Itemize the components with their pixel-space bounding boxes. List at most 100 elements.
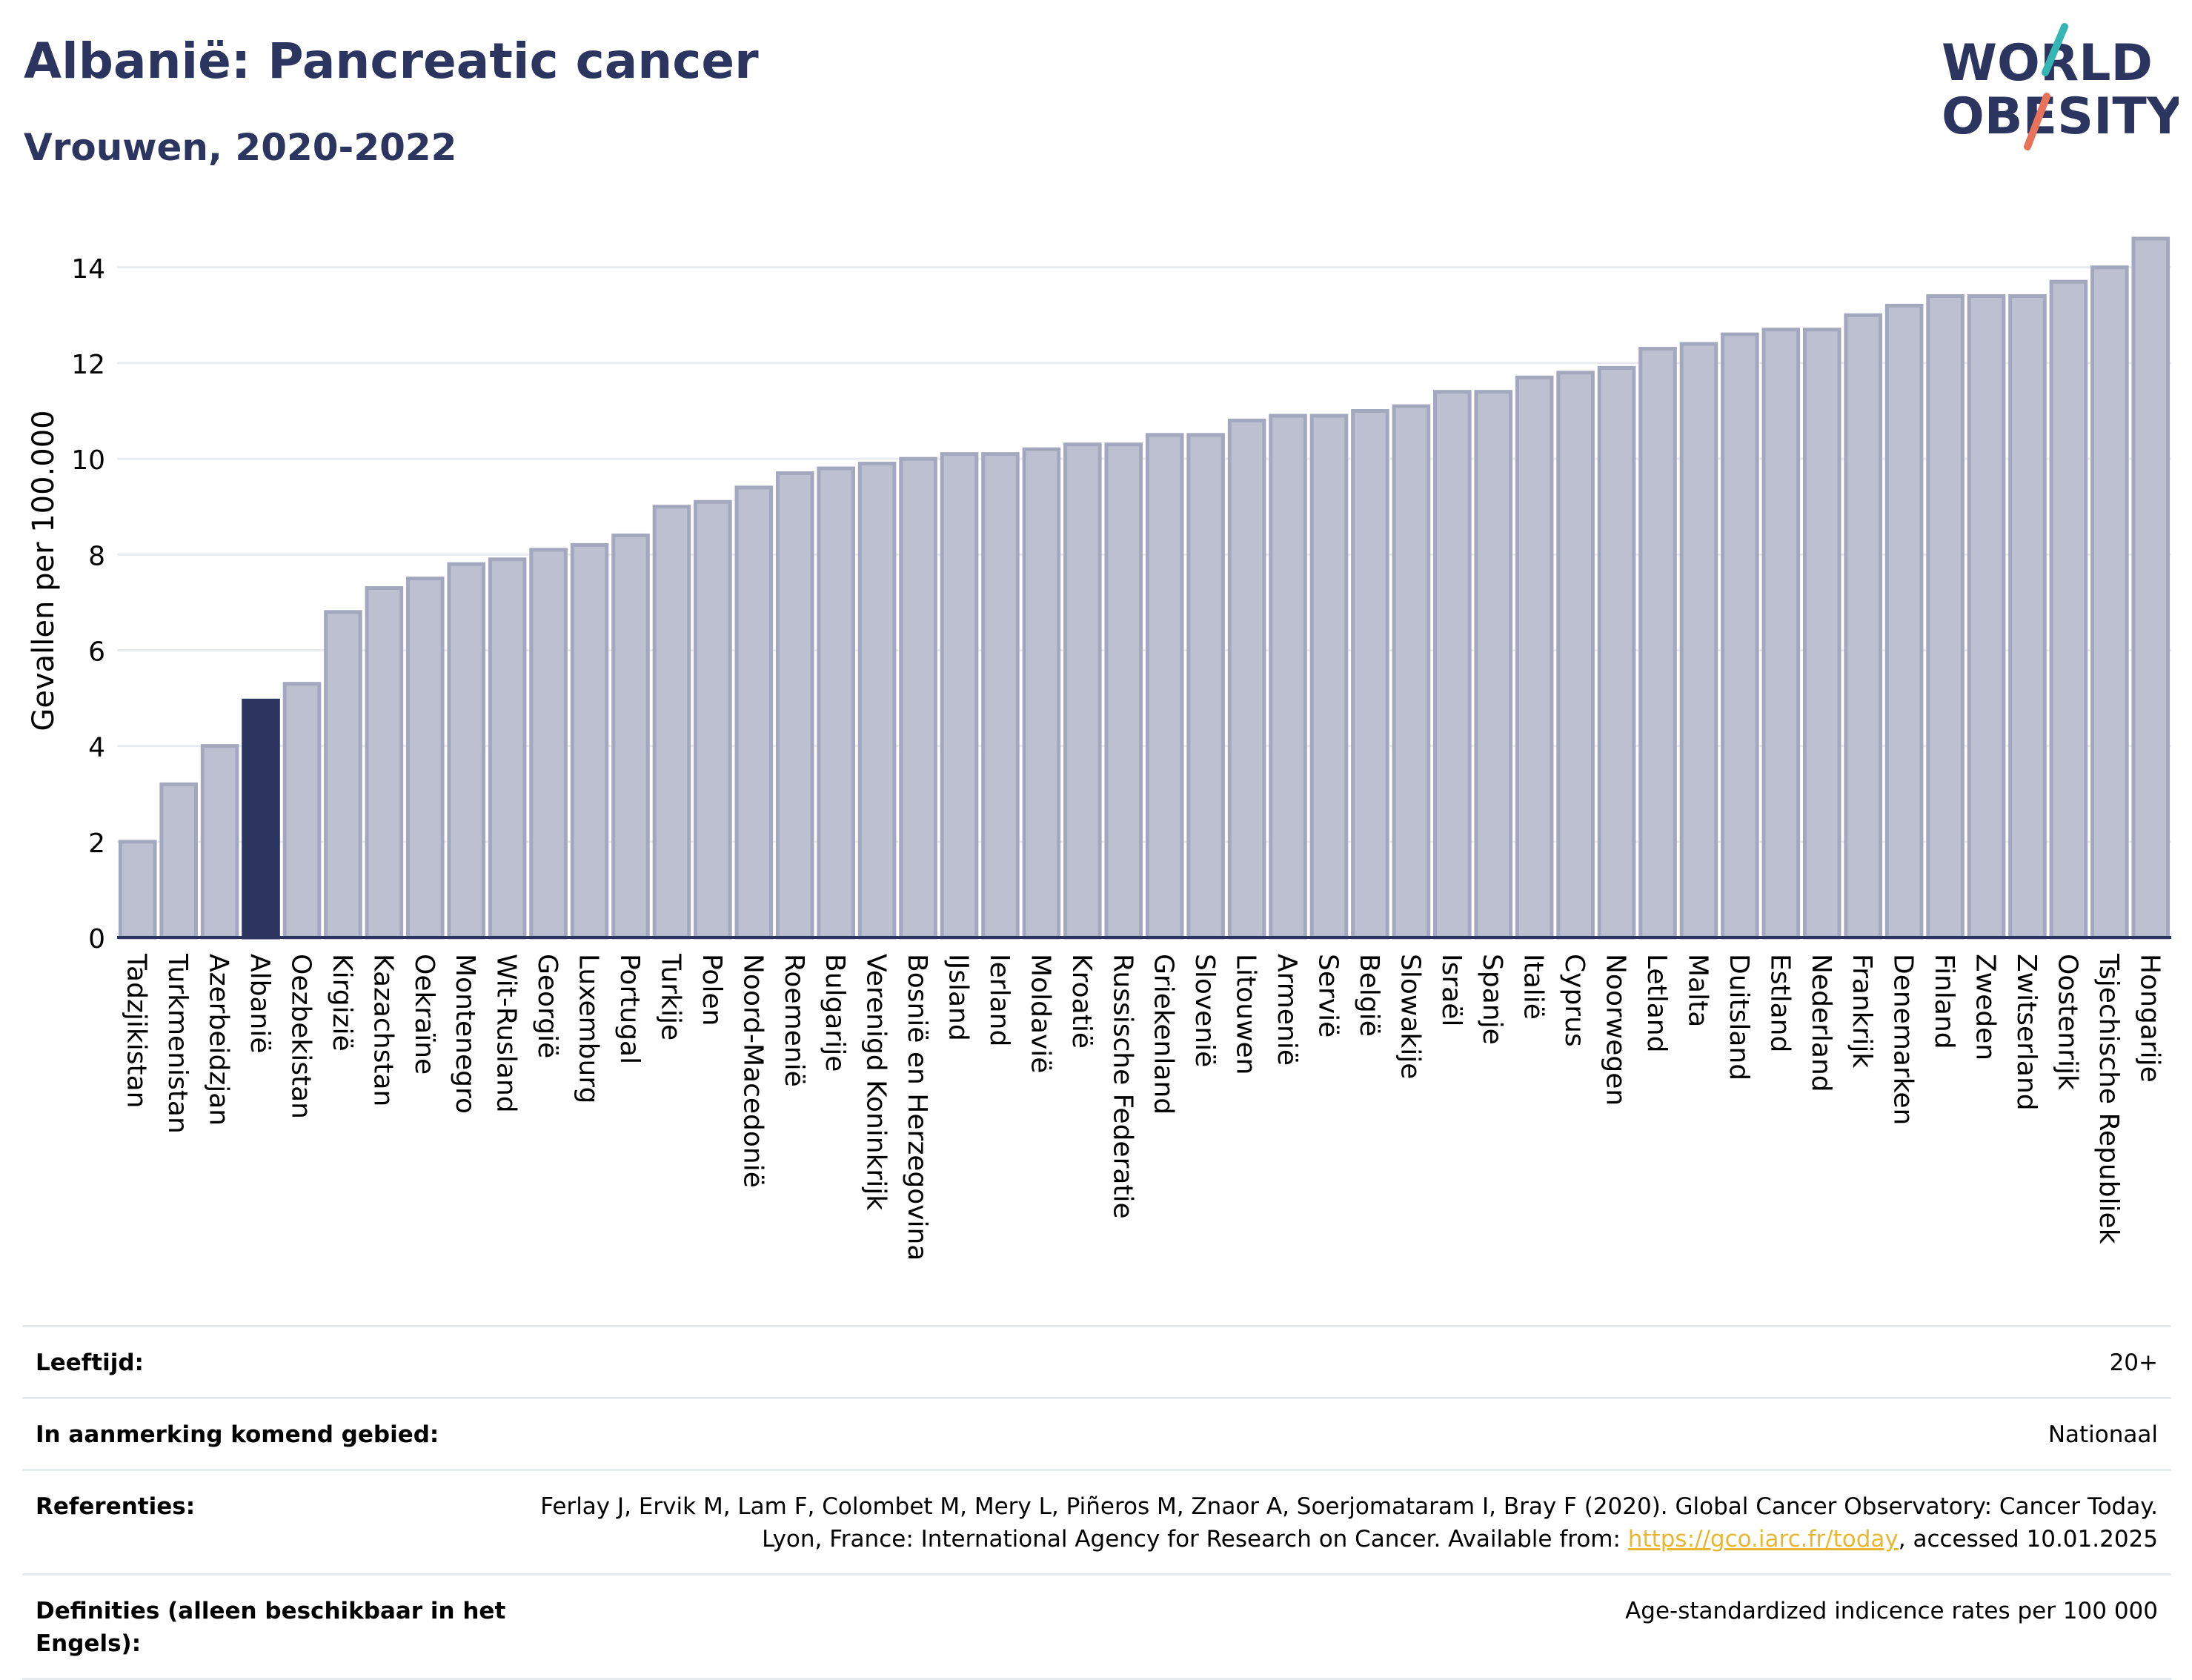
bar	[1063, 442, 1102, 940]
x-tick-label: Montenegro	[450, 954, 480, 1114]
bar	[1802, 328, 1841, 940]
info-row-area: In aanmerking komend gebied: Nationaal	[22, 1397, 2171, 1470]
bar	[1597, 365, 1636, 940]
world-obesity-logo: WORLD OBESITY	[1942, 23, 2179, 150]
bar	[1884, 303, 1924, 940]
bar	[694, 499, 732, 940]
bar	[734, 485, 774, 940]
bar	[159, 782, 198, 940]
y-tick-label: 2	[88, 829, 105, 859]
info-row-definitions: Definities (alleen beschikbaar in het En…	[22, 1573, 2171, 1680]
bar	[1309, 414, 1349, 940]
bar	[1844, 313, 1882, 940]
x-tick-label: Zweden	[1970, 954, 2001, 1060]
bar-chart: 0 2 4 6 8 10 12 14 Tadzjikistan Turkmenistan Azer…	[27, 236, 2171, 1261]
x-tick-label: Hongarije	[2134, 954, 2165, 1083]
bar	[899, 456, 937, 940]
x-tick-label: België	[1354, 954, 1384, 1037]
x-tick-label: Litouwen	[1231, 954, 1261, 1075]
info-value: 20+	[523, 1325, 2171, 1398]
chart-title: Albanië: Pancreatic cancer	[24, 33, 759, 90]
bar	[1721, 332, 1759, 940]
y-tick-label: 0	[88, 924, 105, 954]
bar	[1392, 404, 1431, 940]
reference-accessed: , accessed 10.01.2025	[1898, 1526, 2158, 1553]
bar	[1926, 294, 1965, 940]
x-tick-label: Griekenland	[1149, 954, 1179, 1115]
bar	[118, 840, 157, 940]
x-tick-label: Servië	[1312, 954, 1343, 1037]
bar	[1556, 371, 1595, 940]
bar	[1227, 418, 1266, 940]
x-tick-label: Verenigd Koninkrijk	[861, 954, 891, 1210]
x-tick-label: Slowakije	[1395, 954, 1425, 1079]
x-tick-label: Denemarken	[1888, 954, 1919, 1125]
x-tick-label: Russische Federatie	[1107, 954, 1137, 1219]
bar	[857, 462, 897, 940]
bar	[529, 548, 568, 940]
bar	[365, 586, 404, 940]
x-tick-label: Oostenrijk	[2052, 954, 2082, 1090]
chart-subtitle: Vrouwen, 2020-2022	[24, 126, 457, 169]
bar	[1433, 390, 1472, 940]
x-tick-label: Tadzjikistan	[122, 953, 152, 1108]
y-tick-label: 12	[71, 350, 105, 380]
bar	[447, 562, 486, 940]
x-tick-label: Ierland	[984, 954, 1014, 1046]
info-value: Age-standardized indicence rates per 100…	[523, 1573, 2171, 1680]
bar	[200, 744, 239, 940]
x-tick-label: Duitsland	[1724, 954, 1754, 1080]
bar	[940, 452, 979, 940]
bar	[1104, 442, 1143, 940]
x-tick-label: Azerbeidzjan	[204, 954, 234, 1126]
info-label: In aanmerking komend gebied:	[22, 1397, 523, 1470]
info-row-age: Leeftijd: 20+	[22, 1325, 2171, 1398]
bar	[611, 533, 650, 940]
bar	[1269, 414, 1307, 940]
info-table: Leeftijd: 20+ In aanmerking komend gebie…	[22, 1325, 2171, 1680]
info-label: Referenties:	[22, 1469, 523, 1575]
bar	[775, 471, 814, 940]
x-tick-label: Bosnië en Herzegovina	[902, 954, 932, 1261]
bar	[2131, 236, 2171, 940]
x-tick-label: Noorwegen	[1601, 954, 1631, 1106]
bar	[2090, 265, 2129, 940]
x-tick-label: Nederland	[1806, 954, 1836, 1092]
info-label: Leeftijd:	[22, 1325, 523, 1398]
x-tick-label: Cyprus	[1559, 954, 1590, 1047]
x-tick-label: Kazachstan	[368, 954, 398, 1106]
x-tick-label: Spanje	[1477, 954, 1507, 1045]
bar	[1351, 409, 1389, 940]
bar	[1638, 347, 1677, 940]
x-tick-label: Noord-Macedonië	[737, 954, 768, 1188]
x-tick-label: Luxemburg	[574, 954, 604, 1103]
x-tick-label: IJsland	[943, 954, 974, 1041]
x-tick-label: Kroatië	[1066, 954, 1097, 1049]
bar	[282, 682, 322, 940]
x-tick-label: Wit-Rusland	[491, 954, 522, 1113]
bar	[324, 610, 362, 940]
x-tick-label: Moldavië	[1025, 954, 1055, 1073]
reference-link[interactable]: https://gco.iarc.fr/today	[1627, 1526, 1899, 1553]
y-tick-label: 10	[71, 445, 105, 476]
info-value: Nationaal	[523, 1397, 2171, 1470]
x-tick-label: Oezbekistan	[285, 954, 316, 1119]
info-label: Definities (alleen beschikbaar in het En…	[22, 1573, 523, 1680]
x-tick-label: Turkmenistan	[162, 953, 193, 1134]
bar	[570, 542, 609, 940]
bars	[118, 236, 2171, 940]
x-tick-label: Kirgizië	[327, 954, 357, 1052]
logo-slash-coral	[2024, 93, 2050, 150]
logo-slash-teal	[2042, 23, 2068, 76]
y-tick-labels: 0 2 4 6 8 10 12 14	[71, 254, 105, 954]
x-tick-label: Armenië	[1272, 954, 1302, 1066]
x-tick-label: Georgië	[532, 954, 562, 1058]
x-tick-label: Portugal	[614, 954, 645, 1064]
y-tick-label: 14	[71, 254, 105, 285]
x-tick-label: Roemenië	[779, 954, 809, 1087]
info-row-references: Referenties: Ferlay J, Ervik M, Lam F, C…	[22, 1469, 2171, 1575]
bar	[488, 557, 527, 940]
x-tick-label: Frankrijk	[1847, 954, 1877, 1068]
x-tick-label: Finland	[1929, 954, 1959, 1049]
bar	[2008, 294, 2047, 940]
